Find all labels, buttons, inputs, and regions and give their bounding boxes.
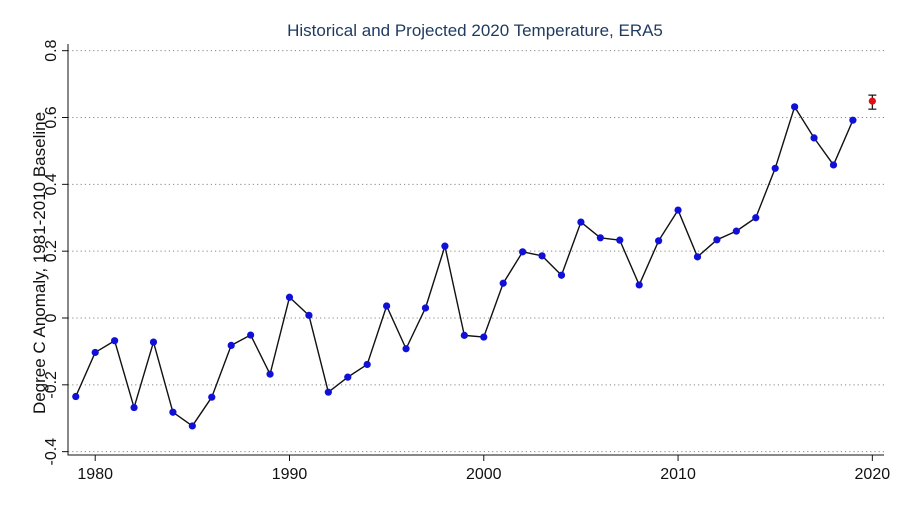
historical-data-point <box>732 227 740 235</box>
historical-data-point <box>635 281 643 289</box>
historical-data-point <box>344 373 352 381</box>
historical-data-point <box>791 103 799 111</box>
x-tick-label: 1990 <box>272 466 308 483</box>
historical-data-point <box>538 252 546 260</box>
historical-data-point <box>752 214 760 222</box>
chart-title: Historical and Projected 2020 Temperatur… <box>287 21 663 40</box>
historical-data-point <box>557 271 566 279</box>
y-tick-labels: -0.4 -0.2 0 0.2 0.4 0.6 0.8 <box>43 39 60 465</box>
historical-data-point <box>383 302 391 310</box>
y-tick-label: 0.8 <box>43 39 60 61</box>
historical-data-point <box>305 311 313 319</box>
historical-data-point <box>130 403 138 412</box>
historical-data-point <box>693 253 702 261</box>
projected-data-point <box>868 97 876 105</box>
x-tick-label: 2020 <box>855 466 891 483</box>
historical-data-point <box>810 134 818 142</box>
y-tick-label: 0.2 <box>43 240 60 262</box>
historical-data-point <box>247 331 255 339</box>
historical-data-point <box>829 161 838 169</box>
y-axis-label: Degree C Anomaly, 1981-2010 Baseline <box>30 112 49 414</box>
historical-data-point <box>713 236 721 244</box>
historical-data-point <box>577 218 585 226</box>
x-tick-label: 1980 <box>77 466 113 483</box>
historical-data-point <box>596 234 604 242</box>
historical-data-point <box>91 348 99 357</box>
historical-data-point <box>519 248 527 256</box>
historical-data-point <box>227 341 235 349</box>
historical-data-point <box>208 393 216 401</box>
historical-data-point <box>169 408 177 416</box>
y-tick-label: 0 <box>43 313 60 322</box>
historical-data-point <box>149 338 158 346</box>
historical-data-point <box>266 370 274 378</box>
axes <box>62 44 884 461</box>
historical-data-point <box>616 236 624 244</box>
x-tick-label: 2010 <box>660 466 696 483</box>
y-tick-label: 0.4 <box>43 173 60 195</box>
y-tick-label: -0.4 <box>43 438 60 466</box>
gridlines <box>68 50 884 453</box>
historical-data-point <box>188 422 196 430</box>
historical-data-point <box>655 237 663 245</box>
historical-data-point <box>849 116 857 124</box>
historical-data-point <box>402 345 410 353</box>
historical-data-point <box>499 279 507 287</box>
historical-data-point <box>285 293 294 301</box>
historical-data-point <box>421 304 430 312</box>
historical-data-point <box>771 164 779 172</box>
y-tick-label: 0.6 <box>43 106 60 128</box>
historical-data-point <box>674 206 682 214</box>
historical-data-point <box>363 360 371 369</box>
historical-data-point <box>480 333 488 341</box>
x-tick-label: 2000 <box>466 466 502 483</box>
x-tick-labels: 1980 1990 2000 2010 2020 <box>77 466 890 483</box>
historical-data-point <box>460 331 468 339</box>
y-tick-label: -0.2 <box>43 371 60 399</box>
data-series <box>72 94 877 430</box>
historical-data-point <box>324 388 332 396</box>
historical-data-point <box>441 242 449 250</box>
historical-data-point <box>111 337 119 345</box>
historical-data-point <box>72 392 80 401</box>
